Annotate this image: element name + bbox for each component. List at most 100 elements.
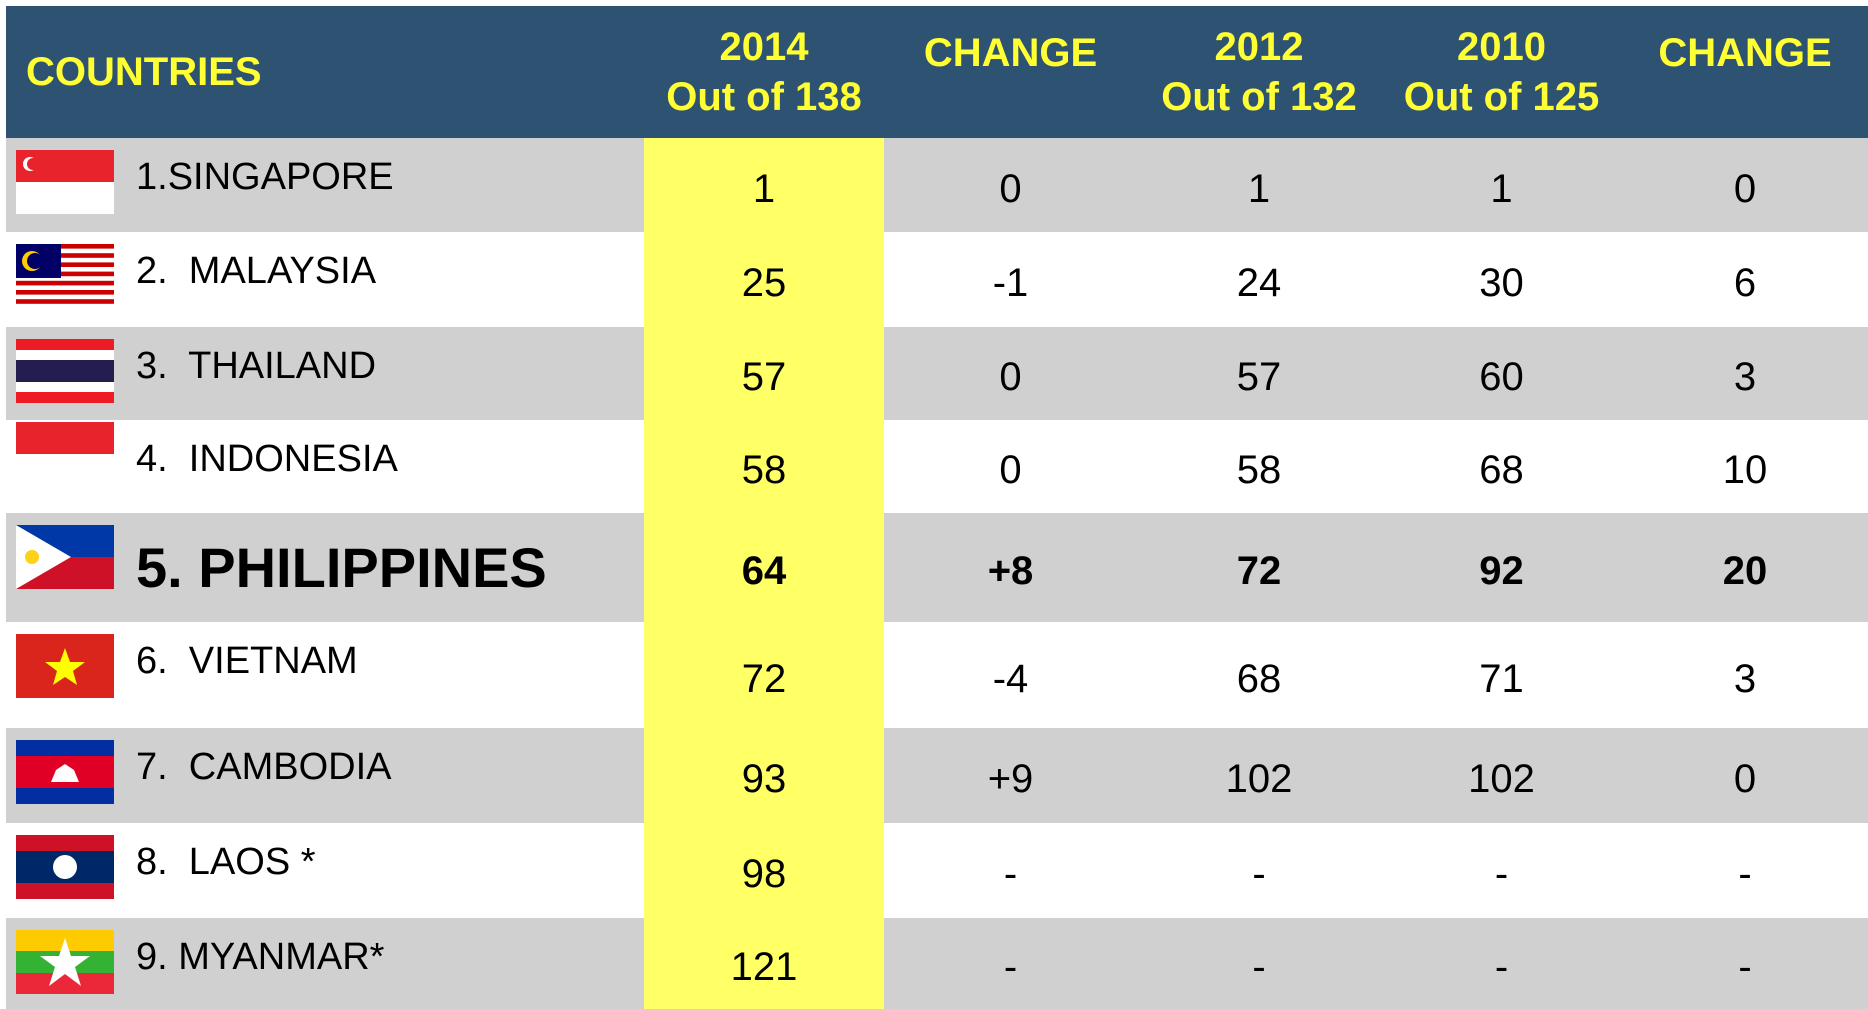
country-name: 8. LAOS *	[136, 841, 316, 883]
value-cell: 64	[644, 513, 884, 622]
value-cell: 102	[1137, 728, 1381, 823]
value-text: +8	[987, 549, 1034, 593]
header-cell: CHANGE	[884, 6, 1137, 138]
value-cell: 57	[1137, 327, 1381, 420]
row-background	[6, 918, 1868, 1009]
value-text: 121	[730, 945, 798, 989]
header-year: 2010	[1457, 25, 1546, 69]
value-text: -	[1738, 945, 1752, 989]
value-cell: 30	[1381, 232, 1622, 327]
value-text: 0	[999, 448, 1022, 492]
value-text: 72	[741, 656, 787, 701]
value-cell: 58	[1137, 420, 1381, 513]
value-cell: 20	[1622, 513, 1868, 622]
flag-icon	[16, 339, 114, 403]
value-text: 72	[1236, 549, 1282, 593]
value-text: -	[1003, 852, 1018, 896]
value-text: 24	[1236, 261, 1282, 305]
flag-icon	[16, 244, 114, 308]
header-sub: Out of 132	[1161, 75, 1357, 119]
value-text: -	[1252, 945, 1266, 989]
value-cell: 72	[644, 622, 884, 728]
value-text: 1	[1247, 166, 1271, 211]
flag-icon	[16, 740, 114, 804]
country-name: 2. MALAYSIA	[136, 250, 377, 292]
value-text: 30	[1479, 261, 1524, 305]
country-cell: 9. MYANMAR*	[6, 918, 644, 1009]
value-cell: 98	[644, 823, 884, 918]
value-cell: 68	[1381, 420, 1622, 513]
value-cell: 92	[1381, 513, 1622, 622]
value-text: -	[1003, 945, 1018, 989]
value-cell: 0	[884, 138, 1137, 232]
value-cell: -	[1622, 918, 1868, 1009]
header-bar	[6, 6, 1868, 138]
value-text: 20	[1722, 549, 1768, 593]
flag-icon	[16, 150, 114, 214]
value-cell: 68	[1137, 622, 1381, 728]
value-cell: 3	[1622, 622, 1868, 728]
value-text: 6	[1733, 261, 1757, 305]
value-cell: -	[1381, 918, 1622, 1009]
country-name: 9. MYANMAR*	[136, 936, 385, 978]
country-cell: 1.SINGAPORE	[6, 138, 644, 232]
value-text: 1	[1490, 166, 1513, 211]
value-text: 93	[741, 757, 787, 801]
value-text: 0	[1733, 166, 1757, 211]
country-name: 1.SINGAPORE	[136, 156, 394, 198]
value-text: 102	[1468, 757, 1535, 801]
flag-icon	[16, 930, 114, 994]
value-cell: 0	[1622, 138, 1868, 232]
header-label: COUNTRIES	[26, 50, 262, 94]
value-cell: -	[1137, 823, 1381, 918]
value-text: -1	[992, 261, 1029, 305]
country-name: 3. THAILAND	[136, 345, 377, 387]
row-background	[6, 823, 1868, 918]
value-text: 102	[1225, 757, 1293, 801]
country-name: 4. INDONESIA	[136, 438, 398, 480]
value-cell: 60	[1381, 327, 1622, 420]
value-text: 68	[1479, 448, 1524, 492]
flag-icon	[16, 634, 114, 698]
value-cell: 102	[1381, 728, 1622, 823]
row-background	[6, 728, 1868, 823]
country-cell: 6. VIETNAM	[6, 622, 644, 728]
value-text: 57	[1236, 355, 1282, 399]
row-background	[6, 327, 1868, 420]
value-text: 0	[999, 166, 1022, 211]
value-text: 71	[1479, 656, 1524, 701]
row-background	[6, 138, 1868, 232]
header-cell: 2010 Out of 125	[1381, 6, 1622, 138]
value-cell: 1	[1137, 138, 1381, 232]
value-cell: 25	[644, 232, 884, 327]
header-year: 2014	[719, 25, 809, 69]
header-cell: CHANGE	[1622, 6, 1868, 138]
flag-icon	[16, 525, 114, 589]
country-cell: 4. INDONESIA	[6, 420, 644, 513]
value-cell: -	[1137, 918, 1381, 1009]
value-cell: 58	[644, 420, 884, 513]
value-text: 0	[999, 355, 1022, 399]
value-cell: 71	[1381, 622, 1622, 728]
value-cell: 93	[644, 728, 884, 823]
header-year: 2012	[1214, 25, 1304, 69]
value-cell: -	[884, 918, 1137, 1009]
value-text: -	[1252, 852, 1266, 896]
header-cell: 2014 Out of 138	[644, 6, 884, 138]
value-text: -	[1494, 945, 1509, 989]
value-text: 25	[741, 261, 787, 305]
row-background	[6, 420, 1868, 513]
country-name: 7. CAMBODIA	[136, 746, 392, 788]
value-text: 3	[1733, 355, 1757, 399]
value-cell: 3	[1622, 327, 1868, 420]
value-cell: -	[1622, 823, 1868, 918]
value-cell: 121	[644, 918, 884, 1009]
value-text: 58	[741, 448, 787, 492]
country-cell: 5. PHILIPPINES	[6, 513, 644, 622]
value-text: 3	[1733, 656, 1757, 701]
value-cell: 0	[884, 327, 1137, 420]
value-cell: 0	[884, 420, 1137, 513]
value-cell: 72	[1137, 513, 1381, 622]
value-text: -	[1494, 852, 1509, 896]
